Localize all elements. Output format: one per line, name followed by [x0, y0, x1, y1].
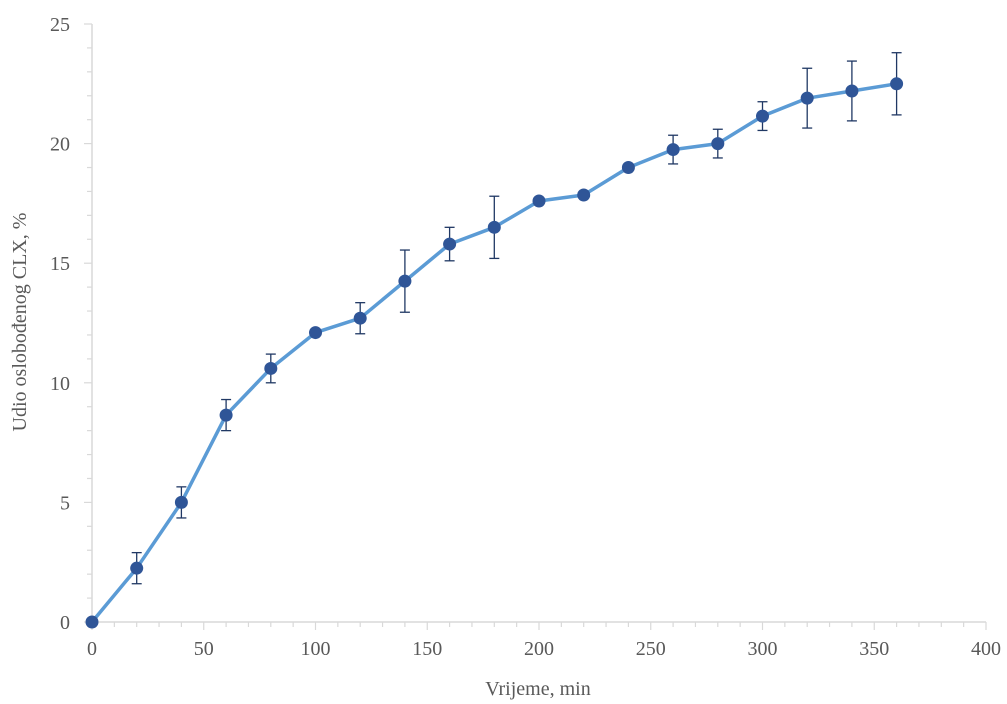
x-tick-label: 150 [412, 638, 442, 660]
y-tick-label: 10 [50, 373, 70, 395]
data-point [353, 311, 367, 325]
series-group [85, 52, 904, 629]
data-point [219, 408, 233, 422]
x-tick-label: 400 [971, 638, 1001, 660]
x-tick-label: 0 [87, 638, 97, 660]
data-point [443, 237, 457, 251]
data-point [577, 188, 591, 202]
data-point [398, 274, 412, 288]
x-axis-title: Vrijeme, min [485, 678, 590, 700]
x-tick-label: 250 [636, 638, 666, 660]
axes [84, 23, 987, 630]
y-axis-title: Udio oslobođenog CLX, % [9, 213, 31, 432]
data-point [666, 143, 680, 157]
y-tick-label: 20 [50, 134, 70, 156]
x-tick-label: 350 [859, 638, 889, 660]
data-point [800, 91, 814, 105]
x-tick-label: 100 [301, 638, 331, 660]
data-point [85, 615, 99, 629]
data-point [621, 161, 635, 175]
data-point [130, 561, 144, 575]
y-tick-label: 5 [60, 492, 70, 514]
series-line [90, 82, 897, 624]
y-tick-label: 0 [60, 612, 70, 634]
data-point [711, 137, 725, 151]
data-point [532, 194, 546, 208]
x-tick-label: 50 [194, 638, 214, 660]
data-point [174, 495, 188, 509]
y-tick-label: 15 [50, 253, 70, 275]
x-tick-label: 200 [524, 638, 554, 660]
y-tick-label: 25 [50, 14, 70, 36]
x-tick-label: 300 [748, 638, 778, 660]
data-point [309, 326, 322, 340]
data-point [264, 361, 278, 375]
data-point [845, 84, 859, 98]
tick-labels: 0 50 100 150 200 250 300 350 400 0 5 10 15 20 25 [50, 14, 1001, 660]
data-point [487, 220, 501, 234]
data-point [756, 109, 769, 123]
data-point [890, 77, 904, 91]
